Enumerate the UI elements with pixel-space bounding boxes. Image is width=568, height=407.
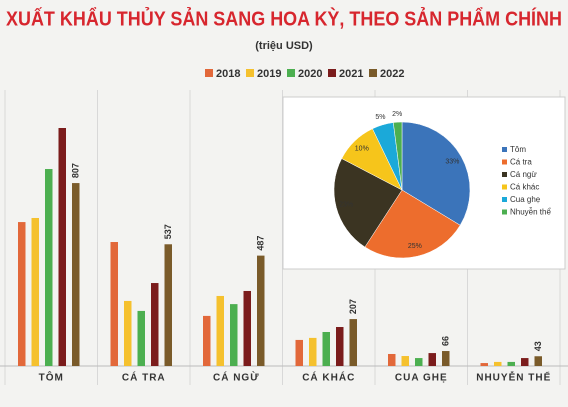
bar [257, 255, 265, 366]
bar [164, 244, 172, 366]
legend-label: 2020 [298, 68, 322, 80]
bar [124, 300, 132, 366]
bar [415, 358, 423, 366]
data-label: 43 [533, 341, 543, 351]
bar [110, 242, 118, 366]
bar [230, 304, 238, 366]
pie-label: 33% [445, 158, 459, 165]
legend-swatch [502, 184, 507, 190]
legend-label: 2019 [257, 68, 281, 80]
bar [336, 327, 344, 366]
pie-slice [364, 189, 461, 259]
bar [521, 358, 529, 366]
bar [480, 363, 488, 366]
bar [216, 295, 224, 366]
legend-swatch [502, 209, 507, 215]
legend-label: Tôm [510, 145, 526, 154]
bar [349, 319, 357, 366]
pie-label: 5% [375, 114, 385, 121]
bar [18, 222, 26, 366]
data-label: 66 [440, 336, 450, 346]
legend-swatch [502, 197, 507, 202]
data-label: 537 [163, 224, 173, 239]
bar [442, 351, 450, 366]
data-label: 207 [348, 299, 358, 314]
legend-swatch [246, 69, 254, 77]
bar [494, 361, 502, 366]
legend-label: 2022 [380, 68, 404, 80]
legend-label: 2018 [216, 68, 240, 80]
x-tick-label: CUA GHẸ [395, 373, 448, 384]
x-tick-label: TÔM [39, 371, 64, 384]
bar [45, 169, 53, 366]
pie-label: 2% [392, 111, 402, 118]
bar [534, 356, 542, 366]
bar [322, 332, 330, 366]
bar [507, 361, 515, 366]
x-tick-label: CÁ NGỪ [213, 371, 260, 384]
legend-swatch [369, 69, 377, 77]
legend-label: Cá ngừ [510, 170, 537, 179]
legend-swatch [328, 69, 336, 77]
legend-swatch [287, 69, 295, 77]
data-label: 487 [255, 236, 265, 251]
bar [58, 128, 66, 366]
pie-slice [333, 158, 403, 248]
bar [243, 290, 251, 366]
bar [72, 183, 80, 366]
legend-label: Cá khác [510, 183, 539, 192]
legend-swatch [502, 147, 507, 152]
legend-label: Cá tra [510, 158, 532, 167]
x-tick-label: CÁ KHÁC [302, 371, 355, 384]
pie-label: 25% [408, 243, 422, 250]
legend-swatch [205, 69, 213, 77]
bar [31, 217, 39, 366]
legend-swatch [502, 172, 507, 177]
chart-subtitle: (triệu USD) [255, 40, 313, 52]
bar [151, 283, 159, 366]
legend-label: 2021 [339, 68, 363, 80]
legend-swatch [502, 159, 507, 165]
chart-title: XUẤT KHẨU THỦY SẢN SANG HOA KỲ, THEO SẢN… [6, 6, 562, 30]
bar [309, 337, 317, 366]
x-tick-label: NHUYỄN THỂ [476, 371, 551, 384]
bar [295, 339, 303, 366]
data-label: 807 [70, 163, 80, 178]
pie-slice [393, 121, 403, 191]
pie-slice [401, 121, 471, 226]
bar [203, 315, 211, 366]
legend-label: Cua ghẹ [510, 195, 541, 204]
bar [388, 353, 396, 366]
legend-label: Nhuyễn thể [510, 208, 551, 217]
bar [401, 356, 409, 366]
pie-label: 10% [355, 145, 369, 152]
bar [428, 353, 436, 366]
x-tick-label: CÁ TRA [122, 371, 166, 384]
pie-label: 23% [339, 202, 353, 209]
bar [137, 310, 145, 366]
